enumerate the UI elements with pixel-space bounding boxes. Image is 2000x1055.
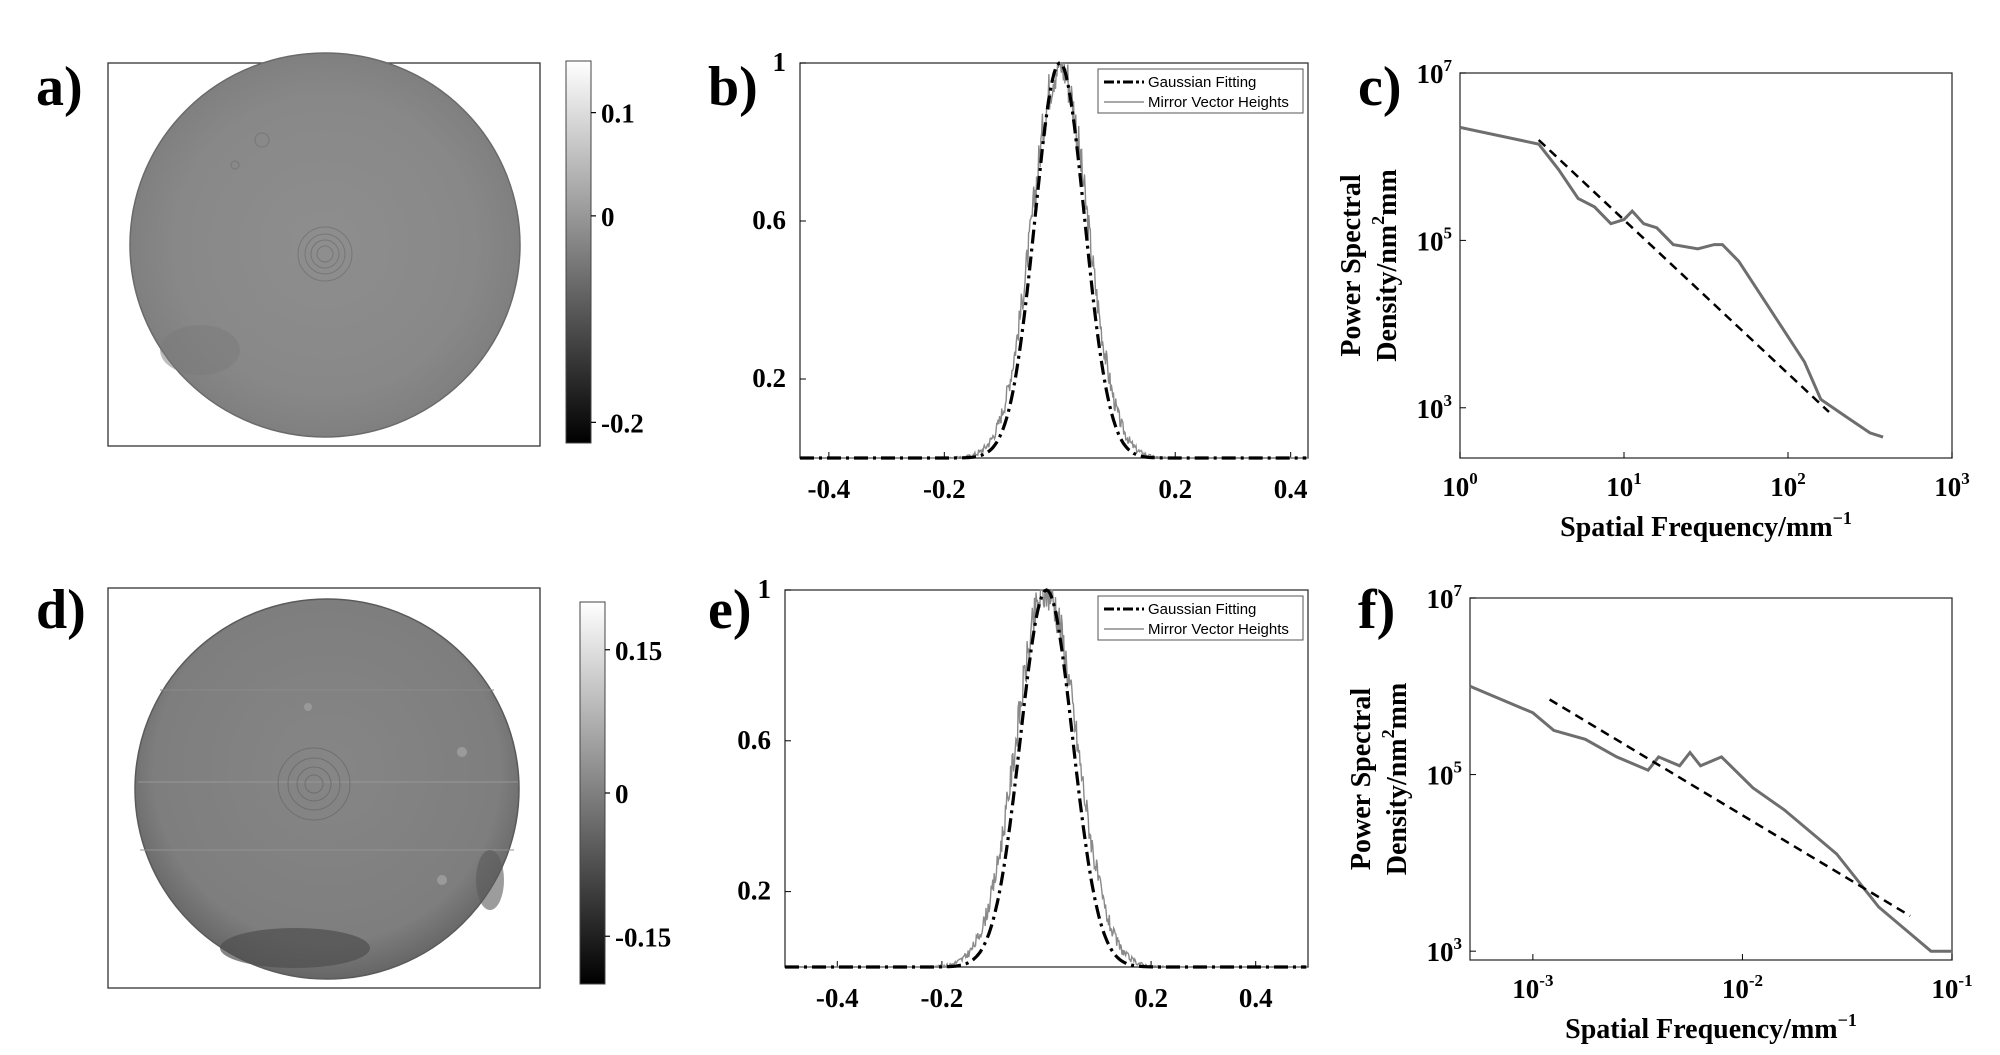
x-tick-label: 0.2 xyxy=(1134,983,1168,1013)
series-fit xyxy=(1548,698,1911,917)
panel-label-f: f) xyxy=(1358,579,1395,641)
legend-label-mirror: Mirror Vector Heights xyxy=(1148,621,1289,638)
x-tick-label: 103 xyxy=(1934,469,1970,502)
panel-label-b: b) xyxy=(708,56,758,118)
panel-d-frame xyxy=(107,587,541,989)
x-tick-label: 0.2 xyxy=(1158,474,1192,504)
series-psd xyxy=(1459,125,1884,439)
y-tick-label: 105 xyxy=(1417,223,1453,256)
panel-a-features xyxy=(160,132,353,375)
x-tick-label: 10-1 xyxy=(1931,971,1972,1004)
panel-d-height-map xyxy=(134,598,520,980)
panel-label-d: d) xyxy=(36,579,86,641)
colorbar-tick-label: 0.1 xyxy=(601,99,635,129)
legend-label-gaussian: Gaussian Fitting xyxy=(1148,601,1256,618)
y-tick-label: 1 xyxy=(773,47,787,77)
x-tick-label: 102 xyxy=(1770,469,1806,502)
series-gaussian-fitting xyxy=(785,588,1307,969)
y-tick-label: 107 xyxy=(1427,581,1463,614)
panel-label-c: c) xyxy=(1358,56,1402,118)
panel-c-frame xyxy=(1459,72,1953,459)
panel-e-frame xyxy=(784,589,1309,968)
y-tick-label: 0.2 xyxy=(737,876,771,906)
x-tick-label: 0.4 xyxy=(1274,474,1308,504)
series-fit xyxy=(1537,139,1830,413)
panel-d-colorbar-ticks: 0.15 0 -0.15 xyxy=(605,636,671,952)
panel-f-frame xyxy=(1469,597,1953,961)
x-tick-label: 101 xyxy=(1606,469,1642,502)
y-axis-label: Power Spectral Density/nm2mm xyxy=(1346,683,1413,876)
panel-b-frame xyxy=(799,62,1309,459)
x-tick-label: -0.4 xyxy=(807,474,850,504)
colorbar-tick-label: -0.15 xyxy=(615,922,671,952)
colorbar-tick-label: -0.2 xyxy=(601,408,644,438)
panel-a-colorbar-ticks: 0.1 0 -0.2 xyxy=(591,99,644,438)
y-tick-label: 103 xyxy=(1427,934,1463,967)
panel-f-plot: 10-3 10-2 10-1 103 105 107 Spatial Frequency/m… xyxy=(1346,581,1973,1045)
x-tick-label: 10-3 xyxy=(1512,971,1553,1004)
panel-a-height-map xyxy=(129,52,521,438)
panel-label-a: a) xyxy=(36,56,83,118)
y-axis-label: Power Spectral Density/nm2mm xyxy=(1336,169,1403,362)
y-tick-label: 107 xyxy=(1417,56,1453,89)
panel-label-e: e) xyxy=(708,579,752,641)
y-tick-label: 0.6 xyxy=(737,725,771,755)
colorbar-tick-label: 0 xyxy=(615,779,629,809)
x-tick-label: -0.4 xyxy=(816,983,859,1013)
y-tick-label: 0.6 xyxy=(752,205,786,235)
panel-c-plot: 100 101 102 103 103 105 107 Spatial Frequency/m… xyxy=(1336,56,1970,543)
series-mirror-vector-heights xyxy=(800,62,1308,460)
series-psd xyxy=(1469,684,1952,953)
panel-d-features xyxy=(138,689,518,968)
y-tick-label: 103 xyxy=(1417,391,1453,424)
series-gaussian-fitting xyxy=(800,61,1307,460)
series-mirror-vector-heights xyxy=(785,588,1308,969)
colorbar-tick-label: 0.15 xyxy=(615,636,662,666)
legend-box xyxy=(1097,595,1304,641)
legend-label-mirror: Mirror Vector Heights xyxy=(1148,94,1289,111)
panel-a-colorbar xyxy=(565,60,592,444)
legend-box xyxy=(1097,68,1304,114)
colorbar-tick-label: 0 xyxy=(601,202,615,232)
x-tick-label: -0.2 xyxy=(923,474,966,504)
x-tick-label: -0.2 xyxy=(921,983,964,1013)
y-tick-label: 0.2 xyxy=(752,363,786,393)
y-tick-label: 1 xyxy=(758,574,772,604)
panel-b-plot: -0.4 -0.2 0.2 0.4 1 0.6 0.2 Gaussian Fitting Mir… xyxy=(752,47,1308,504)
x-axis-label: Spatial Frequency/mm−1 xyxy=(1560,508,1852,543)
x-axis-label: Spatial Frequency/mm−1 xyxy=(1565,1010,1857,1045)
x-tick-label: 10-2 xyxy=(1722,971,1763,1004)
x-tick-label: 100 xyxy=(1442,469,1478,502)
panel-d-colorbar xyxy=(579,601,606,985)
y-tick-label: 105 xyxy=(1427,758,1463,791)
x-tick-label: 0.4 xyxy=(1239,983,1273,1013)
panel-e-plot: -0.4 -0.2 0.2 0.4 1 0.6 0.2 Gaussian Fitting Mir… xyxy=(737,574,1308,1013)
legend-label-gaussian: Gaussian Fitting xyxy=(1148,74,1256,91)
